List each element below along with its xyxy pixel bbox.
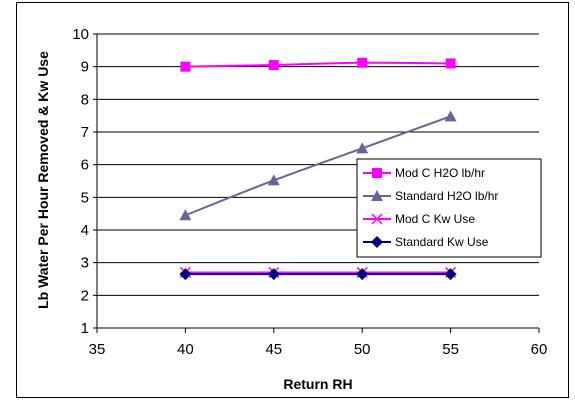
x-tick-label: 35: [89, 341, 106, 358]
legend-label: Mod C Kw Use: [395, 212, 475, 226]
x-tick-label: 60: [531, 341, 548, 358]
data-point-triangle: [179, 209, 192, 221]
y-axis-title: Lb Water Per Hour Removed & Kw Use: [35, 51, 51, 309]
x-axis-title: Return RH: [283, 376, 352, 392]
y-tick-label: 3: [81, 255, 89, 272]
y-tick-label: 8: [81, 91, 89, 108]
series: [179, 57, 457, 281]
data-point-diamond: [356, 268, 369, 281]
series-line-mod-c-h2o-lb-hr: [185, 61, 451, 68]
data-point-diamond: [267, 268, 280, 281]
y-tick-label: 4: [81, 222, 89, 239]
y-tick-label: 10: [72, 26, 89, 43]
x-tick-label: 50: [354, 341, 371, 358]
data-point-triangle: [444, 110, 457, 122]
y-tick-label: 2: [81, 287, 89, 304]
data-point-square: [268, 60, 279, 71]
y-tick-label: 6: [81, 157, 89, 174]
series-mod-c-kw-use: [179, 266, 457, 278]
y-tick-label: 1: [81, 320, 89, 337]
data-point-square: [445, 58, 456, 69]
series-standard-h2o-lb-hr: [179, 110, 457, 221]
x-tick-label: 45: [265, 341, 282, 358]
y-tick-label: 7: [81, 124, 89, 141]
legend-marker-square: [372, 168, 382, 178]
series-line-standard-h2o-lb-hr: [185, 115, 451, 217]
data-point-triangle: [267, 174, 280, 186]
x-tick-label: 40: [177, 341, 194, 358]
legend-label: Mod C H2O lb/hr: [395, 166, 485, 180]
legend-label: Standard Kw Use: [395, 235, 489, 249]
data-point-diamond: [179, 268, 192, 281]
y-tick-label: 5: [81, 189, 89, 206]
legend-box: [356, 158, 542, 258]
series-standard-kw-use: [179, 268, 457, 281]
legend-item-standard-h2o-lb-hr: Standard H2O lb/hr: [363, 189, 498, 203]
legend-marker-triangle: [371, 190, 383, 201]
legend-marker-x: [371, 213, 383, 225]
legend-label: Standard H2O lb/hr: [395, 189, 498, 203]
series-mod-c-h2o-lb-hr: [180, 57, 456, 72]
data-point-triangle: [356, 142, 369, 154]
grid: [97, 33, 539, 296]
legend-item-mod-c-kw-use: Mod C Kw Use: [363, 212, 475, 226]
y-tick-label: 9: [81, 59, 89, 76]
legend-marker-diamond: [371, 236, 383, 248]
x-tick-label: 55: [442, 341, 459, 358]
marker-stroke: [371, 213, 383, 225]
legend: Mod C H2O lb/hr Standard H2O lb/hr Mod C K…: [356, 158, 542, 258]
data-point-diamond: [444, 268, 457, 281]
legend-item-standard-kw-use: Standard Kw Use: [363, 235, 489, 249]
legend-item-mod-c-h2o-lb-hr: Mod C H2O lb/hr: [363, 166, 485, 180]
data-point-square: [357, 57, 368, 68]
data-point-square: [180, 61, 191, 72]
